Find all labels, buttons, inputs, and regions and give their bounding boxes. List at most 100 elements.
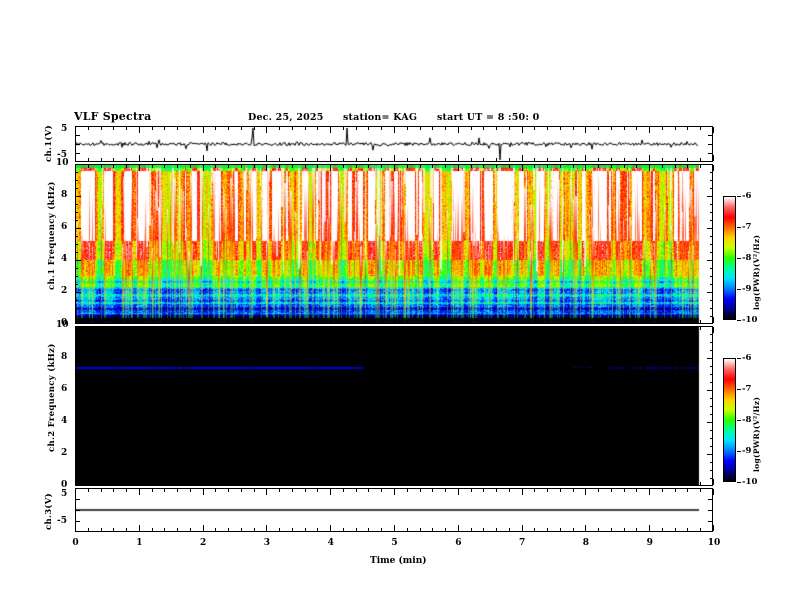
axis-tick <box>707 485 713 486</box>
axis-tick <box>75 153 80 154</box>
axis-tick <box>649 525 650 531</box>
axis-tick <box>75 212 78 213</box>
axis-tick <box>649 479 650 485</box>
colorbar-tick-label: -9 <box>742 284 752 294</box>
axis-tick <box>88 528 89 531</box>
axis-tick <box>190 482 191 485</box>
axis-tick <box>662 165 663 168</box>
axis-tick <box>407 489 408 492</box>
axis-tick <box>707 326 713 327</box>
axis-tick <box>710 212 713 213</box>
axis-tick <box>624 482 625 485</box>
axis-tick <box>190 158 191 161</box>
axis-tick <box>560 165 561 168</box>
axis-tick <box>241 528 242 531</box>
axis-tick <box>317 158 318 161</box>
axis-tick <box>611 327 612 330</box>
axis-tick <box>710 438 713 439</box>
axis-tick <box>266 327 267 333</box>
axis-tick <box>381 165 382 168</box>
axis-tick <box>75 317 76 323</box>
axis-tick <box>75 499 80 500</box>
frequency-tick-label: 6 <box>61 222 68 232</box>
header-start-ut: start UT = 8 :50: 0 <box>437 112 540 123</box>
axis-tick <box>203 327 204 333</box>
axis-tick <box>215 158 216 161</box>
axis-tick <box>560 320 561 323</box>
axis-tick <box>713 317 714 323</box>
axis-tick <box>649 489 650 495</box>
axis-tick <box>241 127 242 130</box>
axis-tick <box>75 127 76 133</box>
axis-tick <box>713 489 714 495</box>
frequency-tick-label: 0 <box>61 318 68 328</box>
axis-tick <box>330 489 331 495</box>
axis-tick <box>432 489 433 492</box>
axis-tick <box>675 489 676 492</box>
axis-tick <box>241 320 242 323</box>
axis-tick <box>458 525 459 531</box>
axis-tick <box>75 422 81 423</box>
axis-tick <box>675 327 676 330</box>
axis-tick <box>177 528 178 531</box>
axis-tick <box>713 479 714 485</box>
axis-tick <box>190 320 191 323</box>
axis-tick <box>710 172 713 173</box>
axis-tick <box>75 276 78 277</box>
frequency-tick-label: 10 <box>56 158 69 168</box>
axis-tick <box>75 292 81 293</box>
axis-tick <box>343 127 344 130</box>
axis-tick <box>228 158 229 161</box>
axis-tick <box>228 528 229 531</box>
axis-tick <box>75 454 81 455</box>
axis-tick <box>445 489 446 492</box>
axis-tick <box>228 165 229 168</box>
axis-tick <box>305 482 306 485</box>
axis-tick <box>203 525 204 531</box>
x-tick-label: 5 <box>391 538 398 548</box>
axis-tick <box>636 489 637 492</box>
axis-tick <box>547 165 548 168</box>
axis-tick <box>407 158 408 161</box>
axis-tick <box>509 127 510 130</box>
axis-tick <box>708 521 713 522</box>
axis-tick <box>394 317 395 323</box>
axis-tick <box>547 489 548 492</box>
axis-tick <box>215 165 216 168</box>
colorbar-tick <box>737 358 741 359</box>
axis-tick <box>573 127 574 130</box>
axis-tick <box>713 155 714 161</box>
axis-tick <box>356 482 357 485</box>
axis-tick <box>522 489 523 495</box>
axis-tick <box>710 446 713 447</box>
x-tick-label: 0 <box>72 538 79 548</box>
axis-tick <box>75 470 78 471</box>
x-tick-label: 1 <box>136 538 143 548</box>
axis-tick <box>292 528 293 531</box>
axis-tick <box>75 462 78 463</box>
frequency-tick-label: 2 <box>61 448 68 458</box>
axis-tick <box>164 482 165 485</box>
axis-tick <box>407 165 408 168</box>
axis-tick <box>509 528 510 531</box>
axis-tick <box>713 165 714 171</box>
axis-tick <box>75 323 81 324</box>
axis-tick <box>190 327 191 330</box>
axis-tick <box>113 165 114 168</box>
axis-tick <box>241 489 242 492</box>
axis-tick <box>317 320 318 323</box>
axis-tick <box>356 165 357 168</box>
axis-tick <box>710 478 713 479</box>
axis-tick <box>483 327 484 330</box>
axis-tick <box>573 482 574 485</box>
axis-tick <box>368 320 369 323</box>
axis-tick <box>687 489 688 492</box>
colorbar-tick <box>737 451 741 452</box>
axis-tick <box>75 260 81 261</box>
axis-tick <box>662 327 663 330</box>
axis-tick <box>649 155 650 161</box>
axis-tick <box>432 165 433 168</box>
axis-tick <box>177 158 178 161</box>
axis-tick <box>675 158 676 161</box>
axis-tick <box>113 489 114 492</box>
